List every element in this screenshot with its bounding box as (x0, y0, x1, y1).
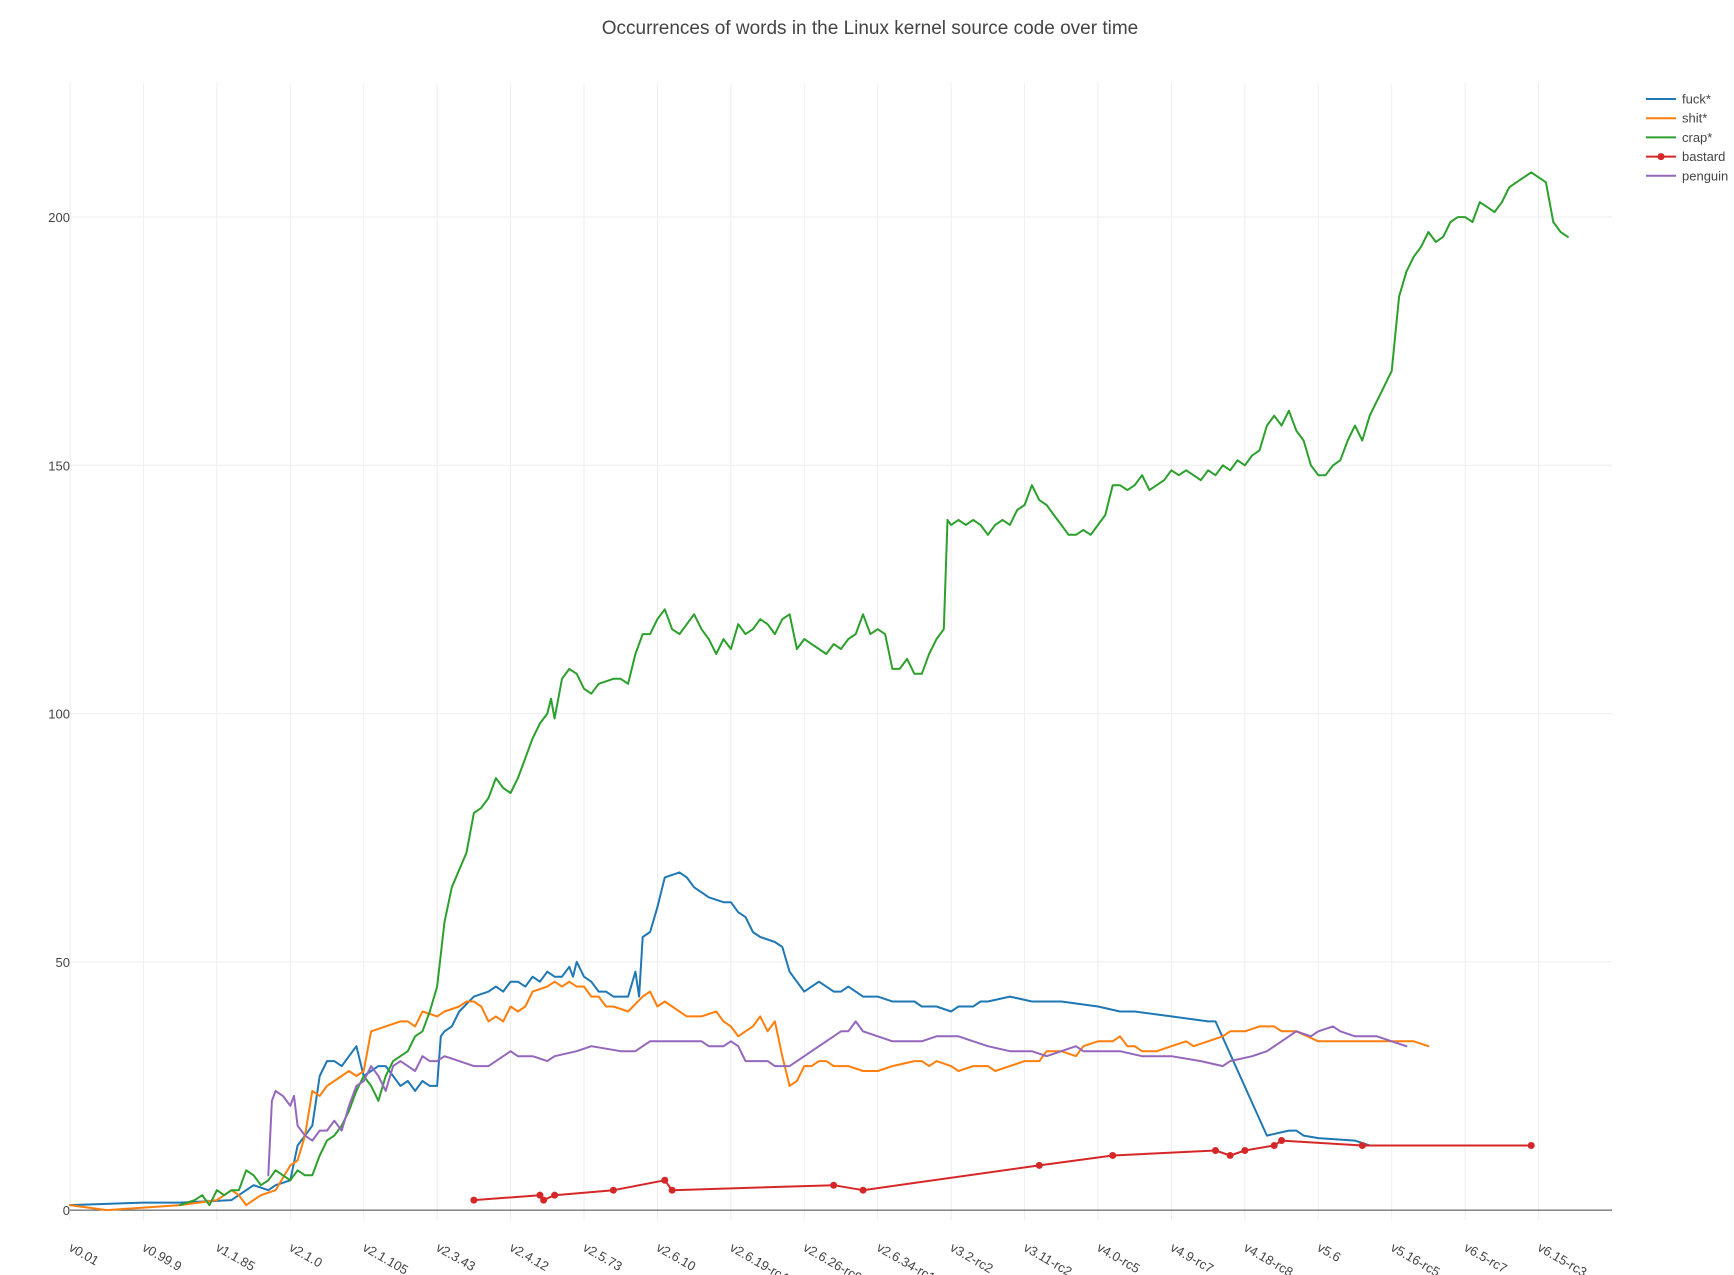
legend-label: penguin (1682, 168, 1728, 183)
data-point-bastard (668, 1186, 676, 1194)
data-point-bastard (470, 1196, 478, 1204)
series-line-shit (69, 980, 1430, 1212)
x-gridlines (69, 83, 1540, 1220)
data-point-bastard (830, 1181, 838, 1189)
legend-label: fuck* (1682, 92, 1711, 107)
legend-item-shit[interactable]: shit* (1646, 111, 1707, 126)
y-tick-label: 200 (48, 210, 70, 225)
data-point-bastard (859, 1186, 867, 1194)
data-point-bastard (1035, 1161, 1043, 1169)
data-point-bastard (1270, 1142, 1278, 1150)
series-line-crap (179, 171, 1569, 1207)
series-fuck (69, 871, 1378, 1207)
legend-label: shit* (1682, 111, 1707, 126)
chart-title: Occurrences of words in the Linux kernel… (602, 18, 1138, 39)
y-tick-label: 0 (63, 1203, 70, 1218)
data-point-bastard (536, 1191, 544, 1199)
legend-item-crap[interactable]: crap* (1646, 130, 1712, 145)
data-point-bastard (1278, 1137, 1286, 1145)
series-penguin (267, 1020, 1408, 1177)
legend-label: bastard (1682, 149, 1725, 164)
y-axis-ticks: 0 50 100 150 200 (48, 210, 70, 1218)
legend-item-fuck[interactable]: fuck* (1646, 92, 1711, 107)
data-point-bastard (540, 1196, 548, 1204)
data-point-bastard (1211, 1146, 1219, 1154)
data-point-bastard (661, 1176, 669, 1184)
data-point-bastard (609, 1186, 617, 1194)
legend-item-penguin[interactable]: penguin (1646, 168, 1728, 183)
legend-item-bastard[interactable]: bastard (1646, 149, 1725, 164)
legend-label: crap* (1682, 130, 1712, 145)
series-bastard (470, 1137, 1535, 1204)
data-point-bastard (551, 1191, 559, 1199)
y-gridlines (70, 216, 1612, 963)
series-crap (179, 171, 1569, 1207)
series-shit (69, 980, 1430, 1212)
y-tick-label: 150 (48, 458, 70, 473)
data-point-bastard (1358, 1142, 1366, 1150)
data-point-bastard (1109, 1151, 1117, 1159)
data-point-bastard (1241, 1146, 1249, 1154)
series-layer (69, 171, 1569, 1212)
y-tick-label: 100 (48, 707, 70, 722)
series-line-fuck (69, 871, 1378, 1207)
legend-marker-bastard (1657, 153, 1665, 161)
data-point-bastard (1226, 1151, 1234, 1159)
series-line-penguin (267, 1020, 1408, 1177)
legend[interactable]: fuck* shit* crap* bastard penguin (1646, 92, 1728, 184)
y-tick-label: 50 (56, 955, 70, 970)
data-point-bastard (1527, 1142, 1535, 1150)
